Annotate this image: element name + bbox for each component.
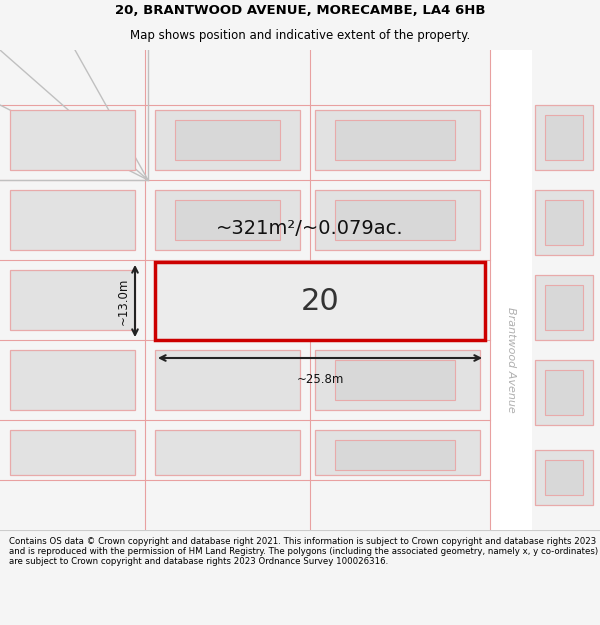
Bar [315, 430, 480, 475]
Bar [10, 110, 135, 170]
Bar [10, 190, 135, 250]
Bar [535, 360, 593, 425]
Text: Brantwood Avenue: Brantwood Avenue [506, 307, 516, 413]
Bar [315, 350, 480, 410]
Text: ~13.0m: ~13.0m [116, 278, 130, 325]
Bar [545, 200, 583, 245]
Bar [545, 460, 583, 495]
Text: 20, BRANTWOOD AVENUE, MORECAMBE, LA4 6HB: 20, BRANTWOOD AVENUE, MORECAMBE, LA4 6HB [115, 4, 485, 18]
Bar [10, 350, 135, 410]
Bar [335, 200, 455, 240]
Bar [535, 275, 593, 340]
Bar [10, 430, 135, 475]
Bar [155, 262, 485, 340]
Bar [490, 50, 532, 530]
Bar [335, 120, 455, 160]
Bar [535, 190, 593, 255]
Text: ~25.8m: ~25.8m [296, 373, 344, 386]
Bar [315, 110, 480, 170]
Bar [535, 450, 593, 505]
Text: ~321m²/~0.079ac.: ~321m²/~0.079ac. [216, 219, 404, 238]
Bar [545, 285, 583, 330]
Bar [335, 440, 455, 470]
Bar [175, 120, 280, 160]
Bar [545, 370, 583, 415]
Text: Map shows position and indicative extent of the property.: Map shows position and indicative extent… [130, 29, 470, 42]
Bar [545, 115, 583, 160]
Bar [10, 270, 135, 330]
Bar [155, 190, 300, 250]
Bar [335, 360, 455, 400]
Bar [175, 200, 280, 240]
Bar [155, 430, 300, 475]
Bar [155, 110, 300, 170]
Text: Contains OS data © Crown copyright and database right 2021. This information is : Contains OS data © Crown copyright and d… [9, 537, 598, 566]
Bar [315, 190, 480, 250]
Text: 20: 20 [301, 286, 340, 316]
Bar [155, 350, 300, 410]
Bar [535, 105, 593, 170]
